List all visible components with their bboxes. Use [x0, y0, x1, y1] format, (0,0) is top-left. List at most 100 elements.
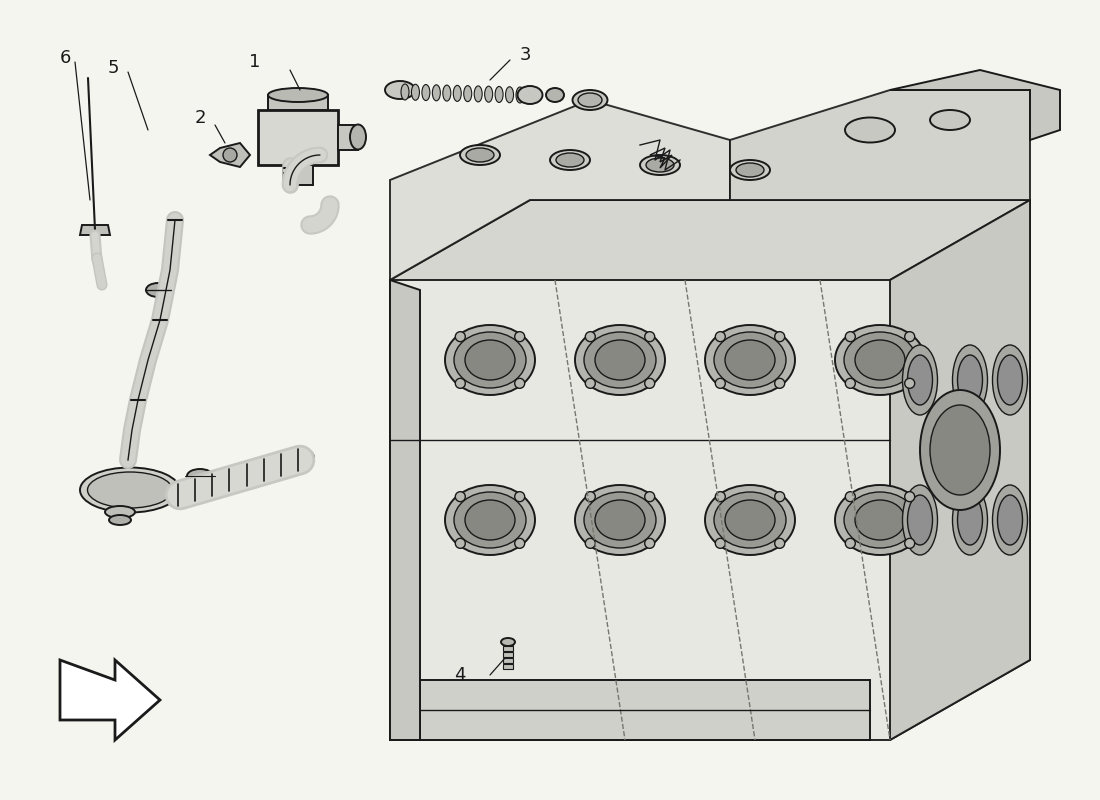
Polygon shape: [503, 658, 513, 663]
Ellipse shape: [550, 150, 590, 170]
Ellipse shape: [992, 345, 1027, 415]
Ellipse shape: [446, 325, 535, 395]
Ellipse shape: [640, 155, 680, 175]
Circle shape: [774, 538, 784, 548]
Ellipse shape: [595, 340, 645, 380]
Ellipse shape: [460, 145, 500, 165]
Circle shape: [904, 378, 915, 388]
Circle shape: [515, 378, 525, 388]
Circle shape: [845, 332, 856, 342]
Ellipse shape: [902, 345, 937, 415]
Circle shape: [645, 492, 654, 502]
Circle shape: [845, 378, 856, 388]
Circle shape: [715, 332, 725, 342]
Ellipse shape: [595, 500, 645, 540]
Circle shape: [774, 332, 784, 342]
Polygon shape: [258, 110, 338, 165]
Ellipse shape: [845, 118, 895, 142]
Circle shape: [515, 538, 525, 548]
Circle shape: [904, 492, 915, 502]
Ellipse shape: [584, 492, 656, 548]
Polygon shape: [503, 646, 513, 651]
Polygon shape: [503, 664, 513, 669]
Ellipse shape: [443, 85, 451, 101]
Polygon shape: [283, 165, 313, 185]
Ellipse shape: [286, 448, 313, 468]
Circle shape: [904, 332, 915, 342]
Circle shape: [223, 148, 236, 162]
Polygon shape: [890, 200, 1030, 740]
Polygon shape: [60, 660, 160, 740]
Circle shape: [515, 492, 525, 502]
Ellipse shape: [454, 492, 526, 548]
Ellipse shape: [920, 390, 1000, 510]
Ellipse shape: [992, 485, 1027, 555]
Ellipse shape: [855, 500, 905, 540]
Ellipse shape: [957, 495, 982, 545]
Circle shape: [455, 332, 465, 342]
Ellipse shape: [578, 93, 602, 107]
Ellipse shape: [466, 148, 494, 162]
Ellipse shape: [572, 90, 607, 110]
Ellipse shape: [844, 492, 916, 548]
Ellipse shape: [385, 81, 415, 99]
Ellipse shape: [402, 84, 409, 100]
Ellipse shape: [725, 500, 775, 540]
Polygon shape: [268, 95, 328, 110]
Ellipse shape: [953, 345, 988, 415]
Polygon shape: [730, 90, 1030, 200]
Polygon shape: [420, 680, 870, 740]
Polygon shape: [890, 70, 1060, 140]
Ellipse shape: [575, 325, 666, 395]
Ellipse shape: [422, 85, 430, 101]
Ellipse shape: [714, 332, 786, 388]
Ellipse shape: [844, 332, 916, 388]
Ellipse shape: [835, 485, 925, 555]
Ellipse shape: [705, 325, 795, 395]
Ellipse shape: [705, 485, 795, 555]
Ellipse shape: [930, 110, 970, 130]
Ellipse shape: [485, 86, 493, 102]
Ellipse shape: [714, 492, 786, 548]
Ellipse shape: [454, 332, 526, 388]
Ellipse shape: [725, 340, 775, 380]
Circle shape: [645, 538, 654, 548]
Ellipse shape: [584, 332, 656, 388]
Ellipse shape: [432, 85, 440, 101]
Ellipse shape: [516, 87, 524, 103]
Ellipse shape: [730, 160, 770, 180]
Ellipse shape: [506, 86, 514, 102]
Ellipse shape: [109, 515, 131, 525]
Ellipse shape: [446, 485, 535, 555]
Text: 6: 6: [59, 49, 70, 67]
Circle shape: [645, 332, 654, 342]
Ellipse shape: [464, 86, 472, 102]
Ellipse shape: [908, 495, 933, 545]
Polygon shape: [338, 125, 358, 150]
Polygon shape: [80, 225, 110, 235]
Ellipse shape: [146, 283, 170, 297]
Ellipse shape: [902, 485, 937, 555]
Ellipse shape: [930, 405, 990, 495]
Ellipse shape: [736, 163, 764, 177]
Circle shape: [455, 492, 465, 502]
Ellipse shape: [268, 88, 328, 102]
Text: 4: 4: [454, 666, 465, 684]
Circle shape: [645, 378, 654, 388]
Circle shape: [715, 538, 725, 548]
Bar: [162, 283, 170, 297]
Ellipse shape: [80, 467, 180, 513]
Ellipse shape: [835, 325, 925, 395]
Ellipse shape: [465, 500, 515, 540]
Ellipse shape: [855, 340, 905, 380]
Ellipse shape: [953, 485, 988, 555]
Ellipse shape: [908, 355, 933, 405]
Ellipse shape: [957, 355, 982, 405]
Ellipse shape: [474, 86, 482, 102]
Ellipse shape: [453, 86, 461, 102]
Ellipse shape: [104, 506, 135, 518]
Ellipse shape: [350, 125, 366, 150]
Ellipse shape: [500, 638, 515, 646]
Ellipse shape: [495, 86, 503, 102]
Circle shape: [904, 538, 915, 548]
